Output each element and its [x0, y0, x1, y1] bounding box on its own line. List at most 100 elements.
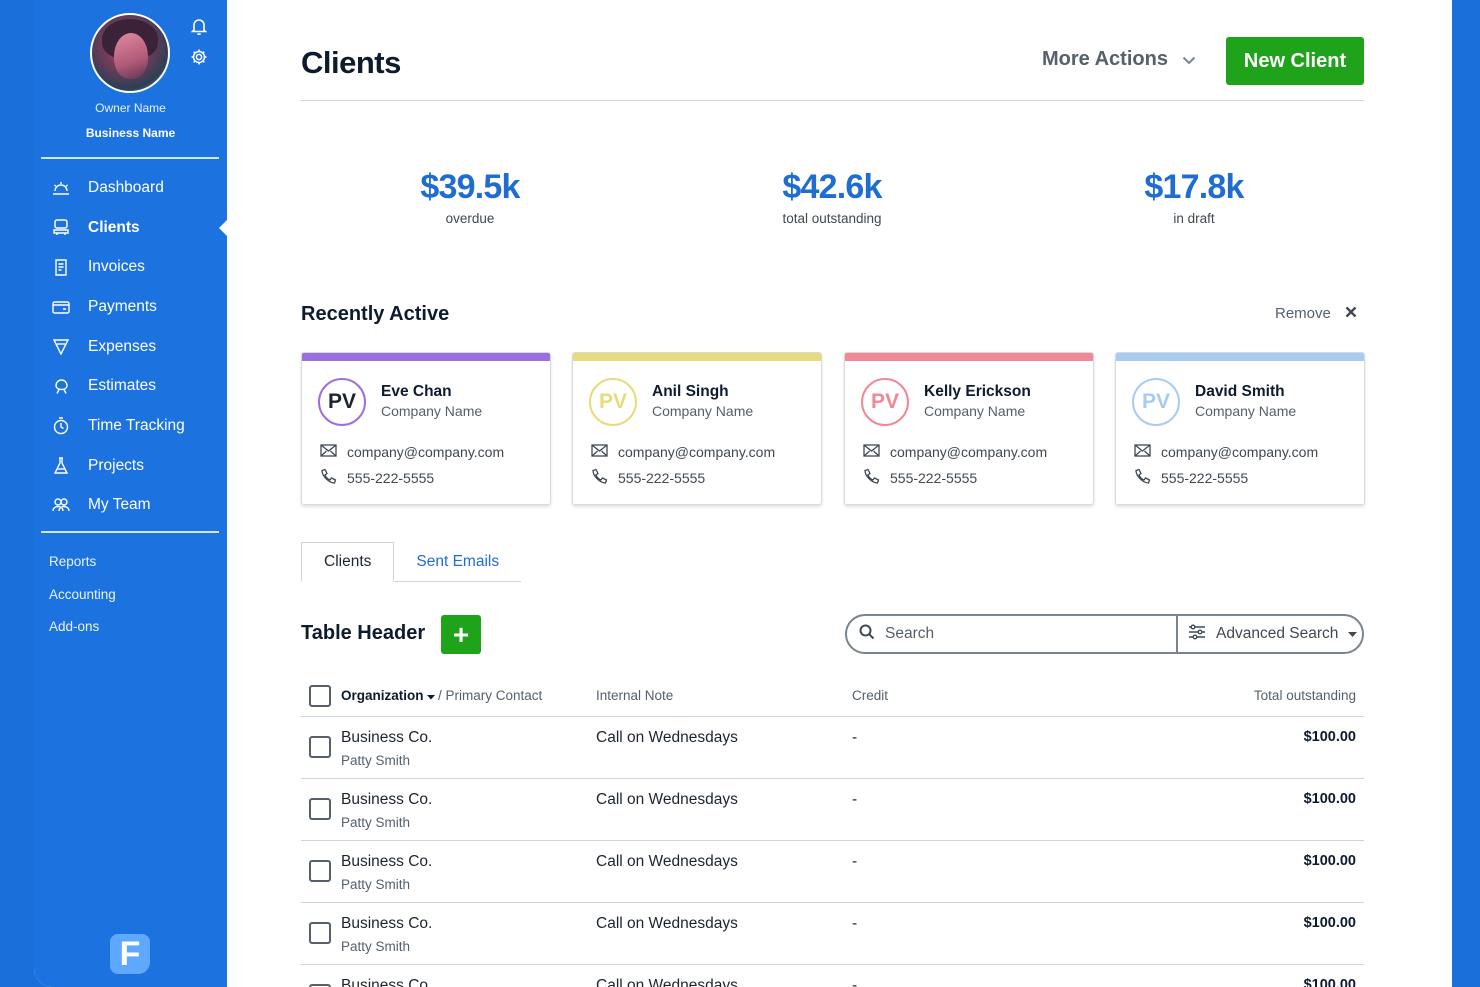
sidebar-item-label: Time Tracking — [88, 416, 185, 434]
client-name: Eve Chan — [381, 383, 452, 400]
more-actions-button[interactable]: More Actions — [1042, 48, 1196, 71]
sidebar-item-clients[interactable]: Clients — [34, 208, 227, 248]
column-header-internal-note[interactable]: Internal Note — [596, 688, 674, 703]
table-row[interactable]: Business Co. Patty Smith Call on Wednesd… — [301, 841, 1364, 903]
client-email-row[interactable]: company@company.com — [863, 444, 1047, 460]
add-client-button[interactable]: + — [441, 615, 481, 654]
client-initials-badge: PV — [1132, 378, 1180, 426]
column-header-primary-contact[interactable]: / Primary Contact — [438, 688, 543, 703]
remove-button[interactable]: Remove — [1275, 305, 1357, 322]
avatar[interactable] — [90, 13, 170, 93]
table-row[interactable]: Business Co. Patty Smith Call on Wednesd… — [301, 779, 1364, 841]
row-credit: - — [852, 791, 858, 808]
client-card[interactable]: PV Anil Singh Company Name company@compa… — [572, 352, 822, 505]
sidebar-item-accounting[interactable]: Accounting — [49, 586, 116, 602]
recently-active-title: Recently Active — [301, 303, 450, 325]
phone-icon — [1134, 468, 1151, 487]
stat-in-draft[interactable]: $17.8k in draft — [1064, 168, 1324, 226]
sliders-icon — [1188, 624, 1206, 645]
table-row[interactable]: Business Co. Patty Smith Call on Wednesd… — [301, 717, 1364, 779]
client-phone-row[interactable]: 555-222-5555 — [863, 468, 977, 487]
client-email-row[interactable]: company@company.com — [591, 444, 775, 460]
row-primary-contact: Patty Smith — [341, 939, 411, 954]
plus-icon: + — [452, 618, 470, 650]
remove-label: Remove — [1275, 305, 1331, 322]
search-icon — [859, 624, 875, 645]
column-header-organization[interactable]: Organization — [341, 688, 436, 703]
advanced-search-dropdown[interactable]: Advanced Search — [1176, 616, 1362, 652]
table-row[interactable]: Business Co. Patty Smith Call on Wednesd… — [301, 903, 1364, 965]
client-name: David Smith — [1195, 383, 1285, 400]
client-initials-badge: PV — [861, 378, 909, 426]
table-title: Table Header — [301, 622, 426, 644]
client-email-row[interactable]: company@company.com — [320, 444, 504, 460]
row-primary-contact: Patty Smith — [341, 815, 411, 830]
payments-icon — [52, 298, 70, 316]
sidebar-item-reports[interactable]: Reports — [49, 553, 97, 569]
sidebar-item-add-ons[interactable]: Add-ons — [49, 619, 100, 635]
row-internal-note: Call on Wednesdays — [596, 915, 738, 932]
header-divider — [301, 100, 1364, 101]
sidebar-divider — [41, 531, 219, 533]
row-checkbox[interactable] — [309, 860, 331, 882]
column-header-total-outstanding[interactable]: Total outstanding — [1253, 688, 1356, 703]
row-credit: - — [852, 729, 858, 746]
caret-down-icon — [1348, 625, 1358, 643]
card-color-stripe — [573, 353, 821, 361]
brand-logo[interactable]: F — [110, 934, 150, 974]
envelope-icon — [591, 444, 608, 460]
client-company: Company Name — [652, 403, 754, 419]
row-credit: - — [852, 977, 858, 987]
client-phone: 555-222-5555 — [347, 469, 435, 486]
sidebar-item-projects[interactable]: Projects — [34, 446, 227, 486]
sidebar-item-dashboard[interactable]: Dashboard — [34, 168, 227, 208]
sidebar-item-time-tracking[interactable]: Time Tracking — [34, 406, 227, 446]
tab-sent-emails[interactable]: Sent Emails — [394, 542, 522, 582]
table-row[interactable]: Business Co. Patty Smith Call on Wednesd… — [301, 965, 1364, 987]
client-card[interactable]: PV Eve Chan Company Name company@company… — [301, 352, 551, 505]
sidebar-item-invoices[interactable]: Invoices — [34, 247, 227, 287]
table-header-row: Organization / Primary Contact Internal … — [301, 676, 1364, 717]
select-all-checkbox[interactable] — [309, 685, 331, 707]
client-email: company@company.com — [347, 444, 505, 460]
row-organization: Business Co. — [341, 729, 433, 746]
stat-label: in draft — [1173, 211, 1215, 226]
bell-icon[interactable] — [190, 17, 208, 35]
column-header-credit[interactable]: Credit — [852, 688, 889, 703]
search-field[interactable] — [847, 616, 1176, 652]
client-phone-row[interactable]: 555-222-5555 — [320, 468, 434, 487]
row-total-outstanding: $100.00 — [1303, 977, 1356, 987]
row-checkbox[interactable] — [309, 798, 331, 820]
sidebar-item-estimates[interactable]: Estimates — [34, 366, 227, 406]
row-total-outstanding: $100.00 — [1303, 915, 1356, 931]
client-phone: 555-222-5555 — [1161, 469, 1249, 486]
search-input[interactable] — [885, 625, 1145, 643]
row-primary-contact: Patty Smith — [341, 877, 411, 892]
client-email-row[interactable]: company@company.com — [1134, 444, 1318, 460]
client-card[interactable]: PV Kelly Erickson Company Name company@c… — [844, 352, 1094, 505]
sidebar-item-label: Invoices — [88, 258, 145, 276]
client-phone-row[interactable]: 555-222-5555 — [591, 468, 705, 487]
gear-icon[interactable] — [190, 48, 208, 66]
new-client-button[interactable]: New Client — [1226, 37, 1364, 85]
client-email: company@company.com — [618, 444, 776, 460]
my-team-icon — [52, 496, 70, 514]
sidebar-item-expenses[interactable]: Expenses — [34, 327, 227, 367]
stat-overdue[interactable]: $39.5k overdue — [340, 168, 600, 226]
tab-clients[interactable]: Clients — [301, 542, 395, 582]
row-checkbox[interactable] — [309, 736, 331, 758]
sidebar-item-payments[interactable]: Payments — [34, 287, 227, 327]
client-phone-row[interactable]: 555-222-5555 — [1134, 468, 1248, 487]
client-initials-badge: PV — [318, 378, 366, 426]
row-checkbox[interactable] — [309, 984, 331, 987]
stat-value: $17.8k — [1144, 168, 1244, 206]
row-checkbox[interactable] — [309, 922, 331, 944]
client-company: Company Name — [1195, 403, 1297, 419]
sidebar-item-my-team[interactable]: My Team — [34, 486, 227, 526]
sidebar-secondary-nav: Reports Accounting Add-ons — [49, 545, 116, 643]
client-card[interactable]: PV David Smith Company Name company@comp… — [1115, 352, 1365, 505]
stat-total-outstanding[interactable]: $42.6k total outstanding — [702, 168, 962, 226]
row-internal-note: Call on Wednesdays — [596, 853, 738, 870]
client-name: Anil Singh — [652, 383, 729, 400]
row-credit: - — [852, 915, 858, 932]
